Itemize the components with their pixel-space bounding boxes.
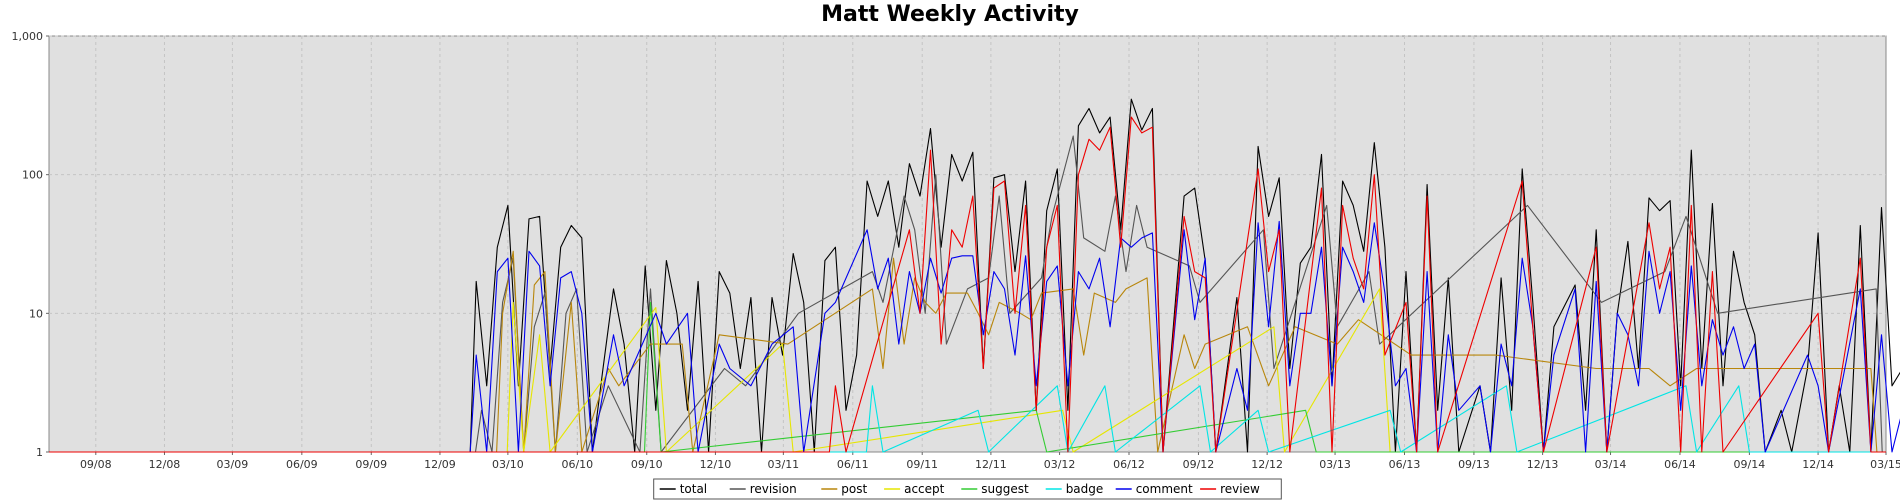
x-tick-label: 06/12 [1113,458,1145,471]
x-tick-label: 09/08 [80,458,112,471]
series-line-accept [49,288,1886,453]
y-tick-label: 1,000 [12,30,44,43]
x-tick-label: 06/11 [837,458,869,471]
legend-label-badge: badge [1066,482,1104,496]
legend-label-post: post [841,482,867,496]
y-tick-label: 1 [36,446,43,459]
x-tick-label: 09/13 [1458,458,1490,471]
series-line-post [49,250,1886,453]
legend-label-comment: comment [1136,482,1193,496]
y-tick-label: 10 [29,307,43,320]
series-line-review [49,116,1886,453]
x-tick-label: 12/12 [1251,458,1283,471]
x-tick-label: 06/10 [561,458,593,471]
x-tick-label: 06/09 [286,458,318,471]
x-tick-label: 03/14 [1595,458,1627,471]
x-tick-label: 12/14 [1802,458,1834,471]
legend-label-suggest: suggest [981,482,1029,496]
chart-title: Matt Weekly Activity [821,2,1079,27]
series-line-total [49,98,1900,453]
legend-label-revision: revision [750,482,797,496]
x-tick-label: 12/08 [149,458,181,471]
x-tick-label: 12/11 [975,458,1007,471]
x-tick-label: 06/13 [1389,458,1421,471]
x-tick-label: 03/11 [767,458,799,471]
series-line-badge [49,385,1886,453]
legend-label-review: review [1220,482,1260,496]
legend-label-total: total [680,482,707,496]
x-tick-label: 03/15 [1870,458,1900,471]
x-tick-label: 09/12 [1183,458,1215,471]
plot-area [48,35,1887,453]
x-tick-label: 09/11 [906,458,938,471]
x-tick-label: 03/10 [492,458,524,471]
x-tick-label: 09/10 [631,458,663,471]
series-line-comment [49,220,1900,453]
x-tick-label: 12/09 [424,458,456,471]
x-tick-label: 12/13 [1527,458,1559,471]
x-tick-label: 09/14 [1734,458,1766,471]
x-tick-label: 03/12 [1044,458,1076,471]
legend-label-accept: accept [904,482,945,496]
x-tick-label: 03/09 [217,458,249,471]
x-tick-label: 06/14 [1664,458,1696,471]
x-tick-label: 12/10 [700,458,732,471]
series-line-suggest [49,301,1886,453]
x-tick-label: 03/13 [1319,458,1351,471]
x-tick-label: 09/09 [355,458,387,471]
y-tick-label: 100 [22,169,43,182]
